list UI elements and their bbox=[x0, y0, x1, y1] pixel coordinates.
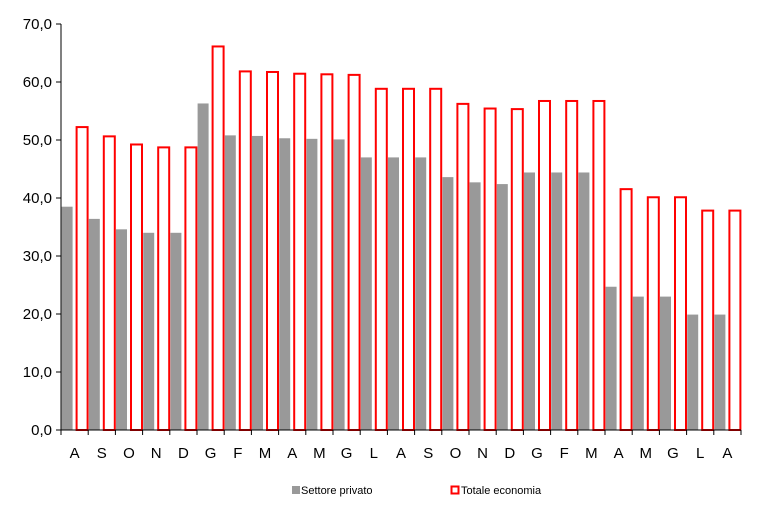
x-category-label: O bbox=[450, 445, 462, 462]
bar-totale-economia bbox=[374, 87, 388, 432]
bar-settore-privato bbox=[116, 229, 127, 430]
bar-settore-privato bbox=[605, 286, 617, 430]
x-category-label: S bbox=[97, 445, 107, 462]
bar-totale-economia bbox=[483, 107, 497, 432]
x-category-label: F bbox=[560, 445, 569, 462]
bar-settore-privato bbox=[415, 157, 427, 430]
y-tick-label: 60,0 bbox=[23, 74, 52, 91]
x-category-label: G bbox=[531, 445, 543, 462]
bar-settore-privato bbox=[279, 138, 291, 430]
bar-settore-privato bbox=[61, 206, 73, 430]
bar-settore-privato bbox=[306, 138, 318, 430]
y-tick-label: 40,0 bbox=[23, 190, 52, 207]
bar-totale-economia bbox=[429, 87, 443, 432]
bar-totale-economia bbox=[619, 188, 633, 431]
x-category-label: G bbox=[341, 445, 353, 462]
bar-totale-economia bbox=[347, 73, 361, 431]
bar-totale-economia bbox=[184, 146, 198, 431]
x-category-label: L bbox=[370, 445, 378, 462]
bar-settore-privato bbox=[469, 182, 481, 430]
bar-settore-privato bbox=[496, 184, 508, 430]
bar-totale-economia bbox=[538, 99, 551, 431]
x-category-label: S bbox=[423, 445, 433, 462]
bar-totale-economia bbox=[402, 87, 415, 432]
bar-settore-privato bbox=[170, 232, 182, 430]
legend-label-settore-privato: Settore privato bbox=[301, 485, 373, 497]
y-tick-label: 20,0 bbox=[23, 306, 52, 323]
bar-settore-privato bbox=[252, 135, 263, 430]
bar-totale-economia bbox=[102, 135, 116, 432]
bar-totale-economia bbox=[75, 126, 89, 432]
y-tick-label: 70,0 bbox=[23, 16, 52, 33]
x-category-label: G bbox=[667, 445, 679, 462]
legend-label-totale-economia: Totale economia bbox=[461, 485, 542, 497]
x-category-label: D bbox=[504, 445, 515, 462]
x-category-label: A bbox=[287, 445, 297, 462]
y-tick-label: 0,0 bbox=[31, 422, 52, 439]
bar-settore-privato bbox=[360, 157, 372, 430]
x-category-label: F bbox=[233, 445, 242, 462]
bar-totale-economia bbox=[592, 99, 606, 431]
y-axis-ticks: 0,0 10,0 20,0 30,0 40,0 50,0 60,0 70,0 bbox=[23, 16, 61, 439]
bar-settore-privato bbox=[388, 157, 399, 430]
bar-totale-economia bbox=[565, 99, 579, 431]
y-tick-label: 10,0 bbox=[23, 364, 52, 381]
x-category-label: O bbox=[123, 445, 135, 462]
x-category-label: M bbox=[640, 445, 653, 462]
x-category-label: M bbox=[313, 445, 326, 462]
bar-totale-economia bbox=[456, 102, 470, 431]
bar-totale-economia bbox=[238, 70, 252, 432]
bar-settore-privato bbox=[88, 218, 100, 430]
x-category-label: N bbox=[151, 445, 162, 462]
bar-totale-economia bbox=[211, 45, 225, 432]
bar-totale-economia bbox=[157, 146, 171, 431]
bar-totale-economia bbox=[266, 70, 279, 431]
bar-settore-privato bbox=[524, 172, 535, 431]
bar-totale-economia bbox=[674, 196, 687, 431]
legend-swatch-totale-economia bbox=[450, 485, 460, 495]
x-category-label: A bbox=[70, 445, 80, 462]
bar-settore-privato bbox=[714, 314, 726, 430]
bar-totale-economia bbox=[728, 209, 742, 431]
bars-layer bbox=[61, 45, 742, 432]
y-tick-label: 30,0 bbox=[23, 248, 52, 265]
bar-totale-economia bbox=[293, 72, 307, 431]
bar-settore-privato bbox=[143, 232, 155, 430]
bar-settore-privato bbox=[687, 314, 699, 430]
bar-totale-economia bbox=[130, 143, 143, 431]
bar-settore-privato bbox=[442, 177, 454, 430]
bar-settore-privato bbox=[660, 296, 671, 430]
bar-totale-economia bbox=[510, 108, 524, 431]
bar-settore-privato bbox=[333, 139, 345, 431]
x-category-label: L bbox=[696, 445, 704, 462]
legend: Settore privato Totale economia bbox=[292, 485, 542, 497]
bar-settore-privato bbox=[551, 172, 563, 431]
legend-swatch-settore-privato bbox=[292, 486, 300, 494]
bar-settore-privato bbox=[632, 296, 644, 430]
bar-totale-economia bbox=[646, 196, 660, 431]
x-category-label: A bbox=[722, 445, 732, 462]
y-tick-label: 50,0 bbox=[23, 132, 52, 149]
x-category-label: A bbox=[614, 445, 624, 462]
bar-settore-privato bbox=[197, 103, 209, 431]
x-category-label: N bbox=[477, 445, 488, 462]
bar-totale-economia bbox=[701, 209, 715, 431]
x-category-label: D bbox=[178, 445, 189, 462]
x-category-label: A bbox=[396, 445, 406, 462]
x-category-label: M bbox=[585, 445, 598, 462]
bar-settore-privato bbox=[224, 135, 236, 431]
x-category-label: G bbox=[205, 445, 217, 462]
bar-totale-economia bbox=[320, 73, 334, 432]
bar-settore-privato bbox=[578, 172, 590, 431]
x-category-label: M bbox=[259, 445, 272, 462]
